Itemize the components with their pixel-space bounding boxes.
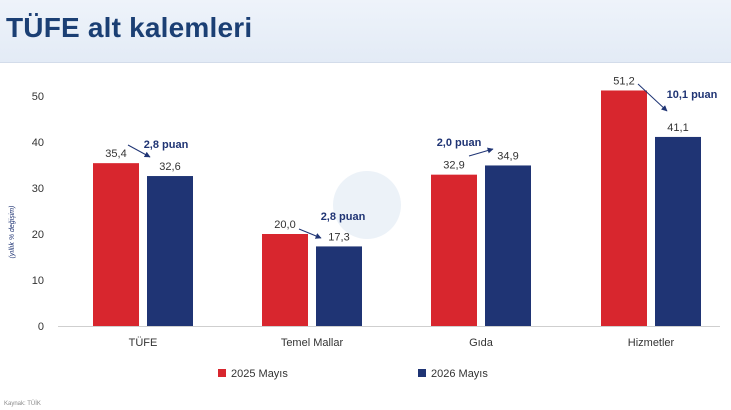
bar-series1 [262, 234, 308, 326]
legend-swatch [218, 369, 226, 377]
bar-chart: 0 10 20 30 40 50 (yıllık % değişim) 35,4 32,6 TÜF… [9, 75, 720, 380]
annotation-label: 2,8 puan [144, 139, 189, 151]
legend-label: 2025 Mayıs [231, 368, 288, 380]
y-axis-label: (yıllık % değişim) [9, 206, 16, 259]
bar-series1 [93, 163, 139, 326]
annotation-arrow [127, 144, 151, 158]
annotation-label: 10,1 puan [667, 89, 718, 101]
data-label: 35,4 [105, 148, 126, 160]
y-tick-label: 30 [32, 183, 44, 195]
x-tick-label: TÜFE [129, 337, 158, 349]
annotation-arrow [468, 147, 494, 157]
data-label: 20,0 [274, 219, 295, 231]
source-note: Kaynak: TÜİK [4, 401, 41, 407]
annotation-arrow [637, 83, 668, 112]
data-label: 32,6 [159, 161, 180, 173]
bar-series1 [431, 174, 477, 326]
bar-series2 [147, 176, 193, 326]
legend-label: 2026 Mayıs [431, 368, 488, 380]
bar-series1 [601, 90, 647, 326]
annotation-arrow [298, 228, 322, 239]
header-band: TÜFE alt kalemleri [0, 0, 731, 63]
data-label: 34,9 [497, 150, 518, 162]
page-title: TÜFE alt kalemleri [6, 12, 253, 43]
y-tick-label: 0 [38, 321, 44, 333]
data-label: 51,2 [613, 75, 634, 87]
x-tick-label: Hizmetler [628, 337, 675, 349]
data-label: 41,1 [667, 122, 688, 134]
watermark-circle [333, 171, 401, 239]
bar-series2 [655, 136, 701, 326]
x-tick-label: Gıda [469, 337, 494, 349]
x-tick-label: Temel Mallar [281, 337, 344, 349]
bar-series2 [316, 246, 362, 326]
y-tick-label: 50 [32, 91, 44, 103]
legend-swatch [418, 369, 426, 377]
data-label: 17,3 [328, 231, 349, 243]
annotation-label: 2,8 puan [321, 211, 366, 223]
bar-series2 [485, 165, 531, 326]
y-tick-label: 20 [32, 229, 44, 241]
data-label: 32,9 [443, 160, 464, 172]
annotation-label: 2,0 puan [437, 137, 482, 149]
y-tick-label: 40 [32, 137, 44, 149]
y-tick-label: 10 [32, 275, 44, 287]
